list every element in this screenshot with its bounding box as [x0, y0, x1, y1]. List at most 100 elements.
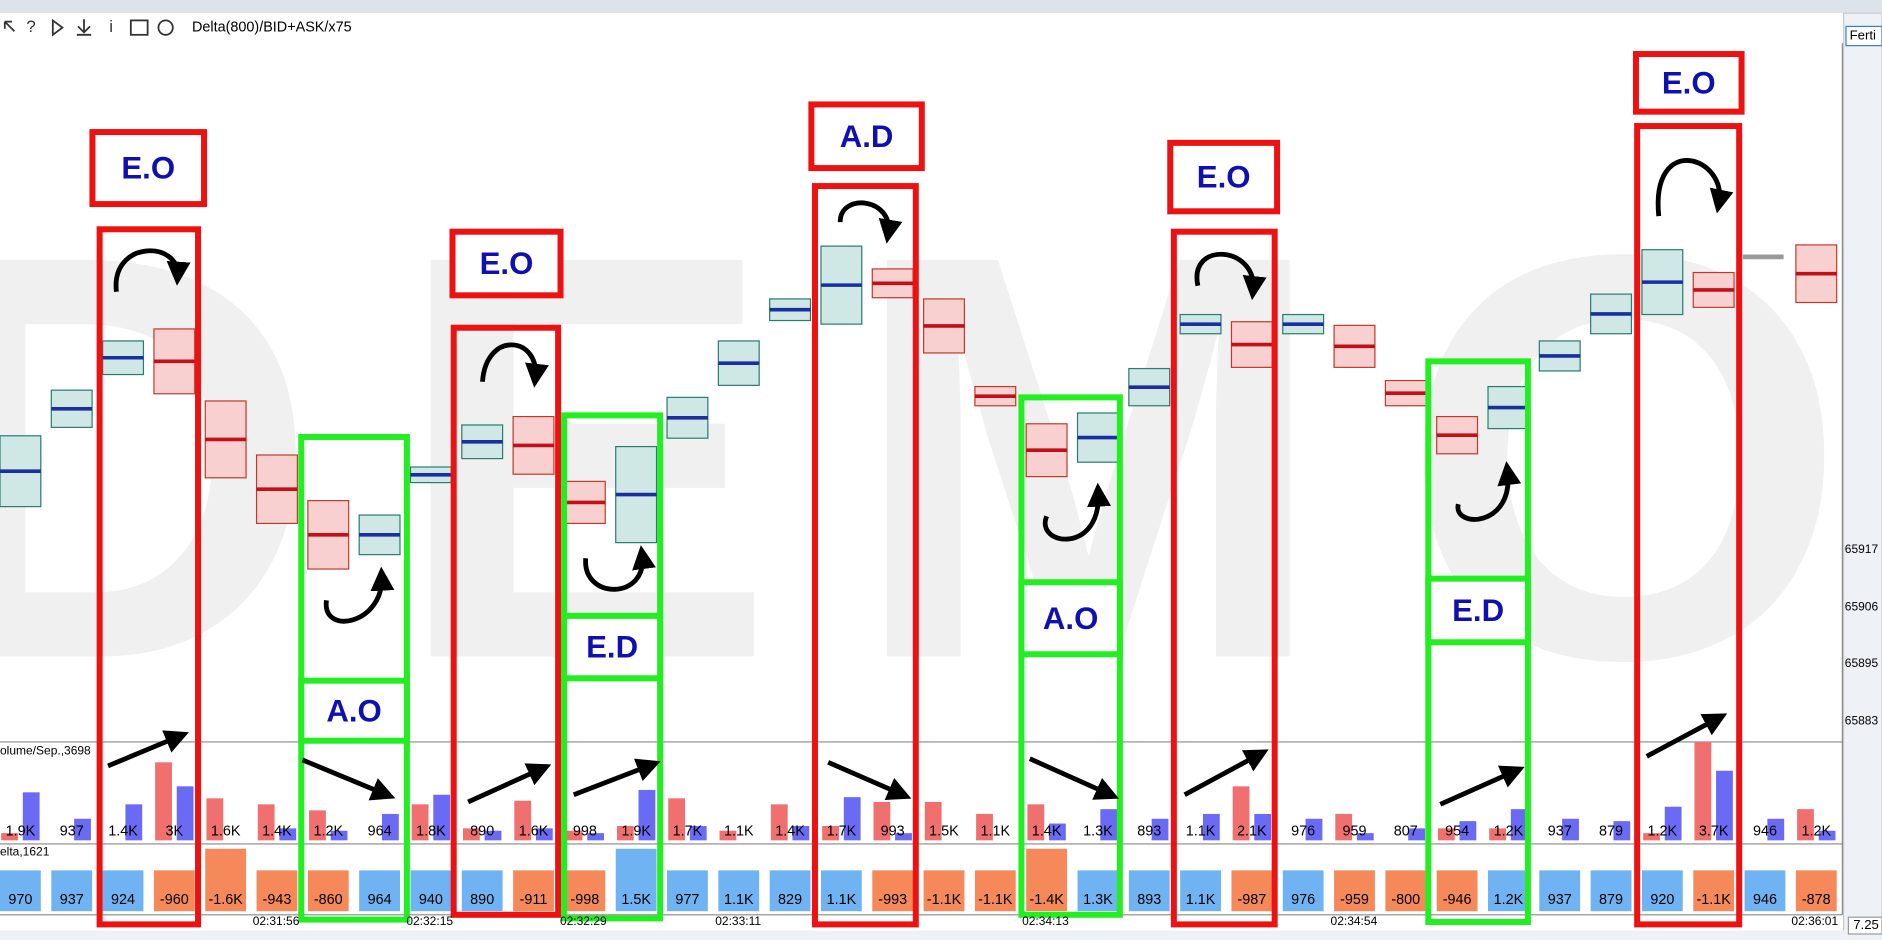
- delta-bar: [0, 870, 41, 912]
- delta-label: 1.3K: [1083, 892, 1113, 908]
- delta-label: -1.1K: [978, 892, 1013, 908]
- volume-bar: [1202, 813, 1220, 841]
- delta-bar: [461, 870, 503, 912]
- delta-bar: [153, 870, 195, 912]
- delta-bar: [1128, 870, 1170, 912]
- annotation-label: E.O: [1197, 160, 1251, 195]
- delta-bar: [1795, 870, 1837, 912]
- delta-label: 946: [1753, 892, 1777, 908]
- delta-label: -1.6K: [208, 892, 243, 908]
- delta-bar: [667, 870, 708, 912]
- volume-bar: [514, 800, 532, 841]
- volume-label: 976: [1291, 824, 1315, 840]
- delta-label: -1.4K: [1029, 892, 1064, 908]
- volume-bar: [1335, 813, 1353, 841]
- delta-bar: [1744, 870, 1786, 912]
- volume-label: 1.9K: [6, 824, 36, 840]
- volume-label: 879: [1599, 824, 1623, 840]
- annotation-label: A.O: [326, 693, 381, 728]
- volume-bar: [587, 833, 605, 841]
- delta-bar: [256, 870, 298, 912]
- delta-label: -1.1K: [1696, 892, 1731, 908]
- volume-bar: [616, 825, 634, 841]
- volume-bar: [206, 798, 224, 841]
- volume-bar: [279, 828, 297, 841]
- volume-bar: [668, 798, 686, 841]
- volume-bar: [1818, 830, 1836, 841]
- volume-bar: [1459, 821, 1477, 841]
- volume-bar: [22, 792, 40, 841]
- volume-label: 1.1K: [981, 824, 1011, 840]
- volume-bar: [689, 825, 707, 841]
- price-label: 65917: [1845, 542, 1879, 556]
- delta-label: -998: [570, 892, 599, 908]
- volume-label: 937: [60, 824, 84, 840]
- delta-label: 1.2K: [1494, 892, 1524, 908]
- delta-bar: [1334, 870, 1375, 912]
- volume-label: 1.4K: [108, 824, 138, 840]
- delta-label: 920: [1650, 892, 1674, 908]
- annotation-box: [449, 228, 564, 299]
- volume-label: 959: [1342, 824, 1366, 840]
- time-label: 02:36:01: [1791, 914, 1838, 928]
- price-label: 65895: [1845, 656, 1879, 670]
- volume-bar: [1694, 741, 1712, 841]
- volume-label: 1.8K: [416, 824, 446, 840]
- volume-label: 1.5K: [929, 824, 959, 840]
- indicator-label: Delta(800)/BID+ASK/x75: [192, 19, 352, 35]
- delta-bar: [1077, 870, 1119, 912]
- annotations: E.O E.O A.D E.O E.O A.O E.D A.O E.D: [89, 51, 1745, 928]
- time-label: 02:34:13: [1022, 914, 1069, 928]
- volume-label: 807: [1394, 824, 1418, 840]
- delta-bar: [872, 870, 914, 912]
- volume-bar: [257, 804, 275, 841]
- volume-label: 954: [1445, 824, 1469, 840]
- candles: [0, 244, 1838, 570]
- svg-text:i: i: [109, 17, 113, 36]
- volume-bar: [1151, 818, 1169, 841]
- volume-bar: [719, 830, 737, 841]
- volume-bar: [770, 804, 788, 841]
- volume-bar: [976, 813, 993, 841]
- delta-label: -1.1K: [927, 892, 962, 908]
- top-strip: [0, 0, 1882, 14]
- right-sidebar: [1842, 12, 1882, 941]
- delta-label: 976: [1291, 892, 1315, 908]
- volume-label: 1.2K: [1494, 824, 1524, 840]
- annotation-box: [1425, 575, 1531, 646]
- delta-bar: [1641, 870, 1683, 912]
- volume-bar: [1613, 821, 1631, 841]
- volume-label: 1.4K: [1032, 824, 1062, 840]
- annotation-label: A.O: [1043, 601, 1098, 636]
- volume-bar: [309, 810, 326, 841]
- volume-bar: [484, 830, 502, 841]
- delta-bar: [1488, 870, 1529, 912]
- watermark: DEMO: [0, 135, 1882, 779]
- volume-bar: [792, 825, 810, 841]
- volume-label: 893: [1137, 824, 1161, 840]
- delta-bar: [102, 870, 144, 912]
- delta-bar: [307, 870, 349, 912]
- done-button[interactable]: [1845, 25, 1882, 47]
- delta-bar: [615, 848, 657, 912]
- volume-label: 1.2K: [1648, 824, 1678, 840]
- status-value: 7.25: [1853, 917, 1879, 932]
- time-label: 02:34:54: [1331, 914, 1378, 928]
- volume-bar: [176, 786, 194, 841]
- time-label: 02:33:11: [715, 914, 761, 928]
- volume-bar: [535, 828, 553, 841]
- delta-label: 1.1K: [724, 892, 754, 908]
- annotation-label: E.O: [1662, 65, 1716, 100]
- volume-label: 1.4K: [775, 824, 805, 840]
- volume-label: 1.6K: [211, 824, 241, 840]
- done-button-label[interactable]: Ferti: [1850, 27, 1876, 42]
- volume-bar: [638, 789, 656, 841]
- delta-label: -878: [1802, 892, 1831, 908]
- delta-label: 1.1K: [1186, 892, 1216, 908]
- delta-label: -946: [1443, 892, 1472, 908]
- volume-label: 1.2K: [1801, 824, 1831, 840]
- status-box: [1847, 916, 1882, 935]
- delta-bar: [1539, 870, 1581, 912]
- delta-label: 964: [368, 892, 392, 908]
